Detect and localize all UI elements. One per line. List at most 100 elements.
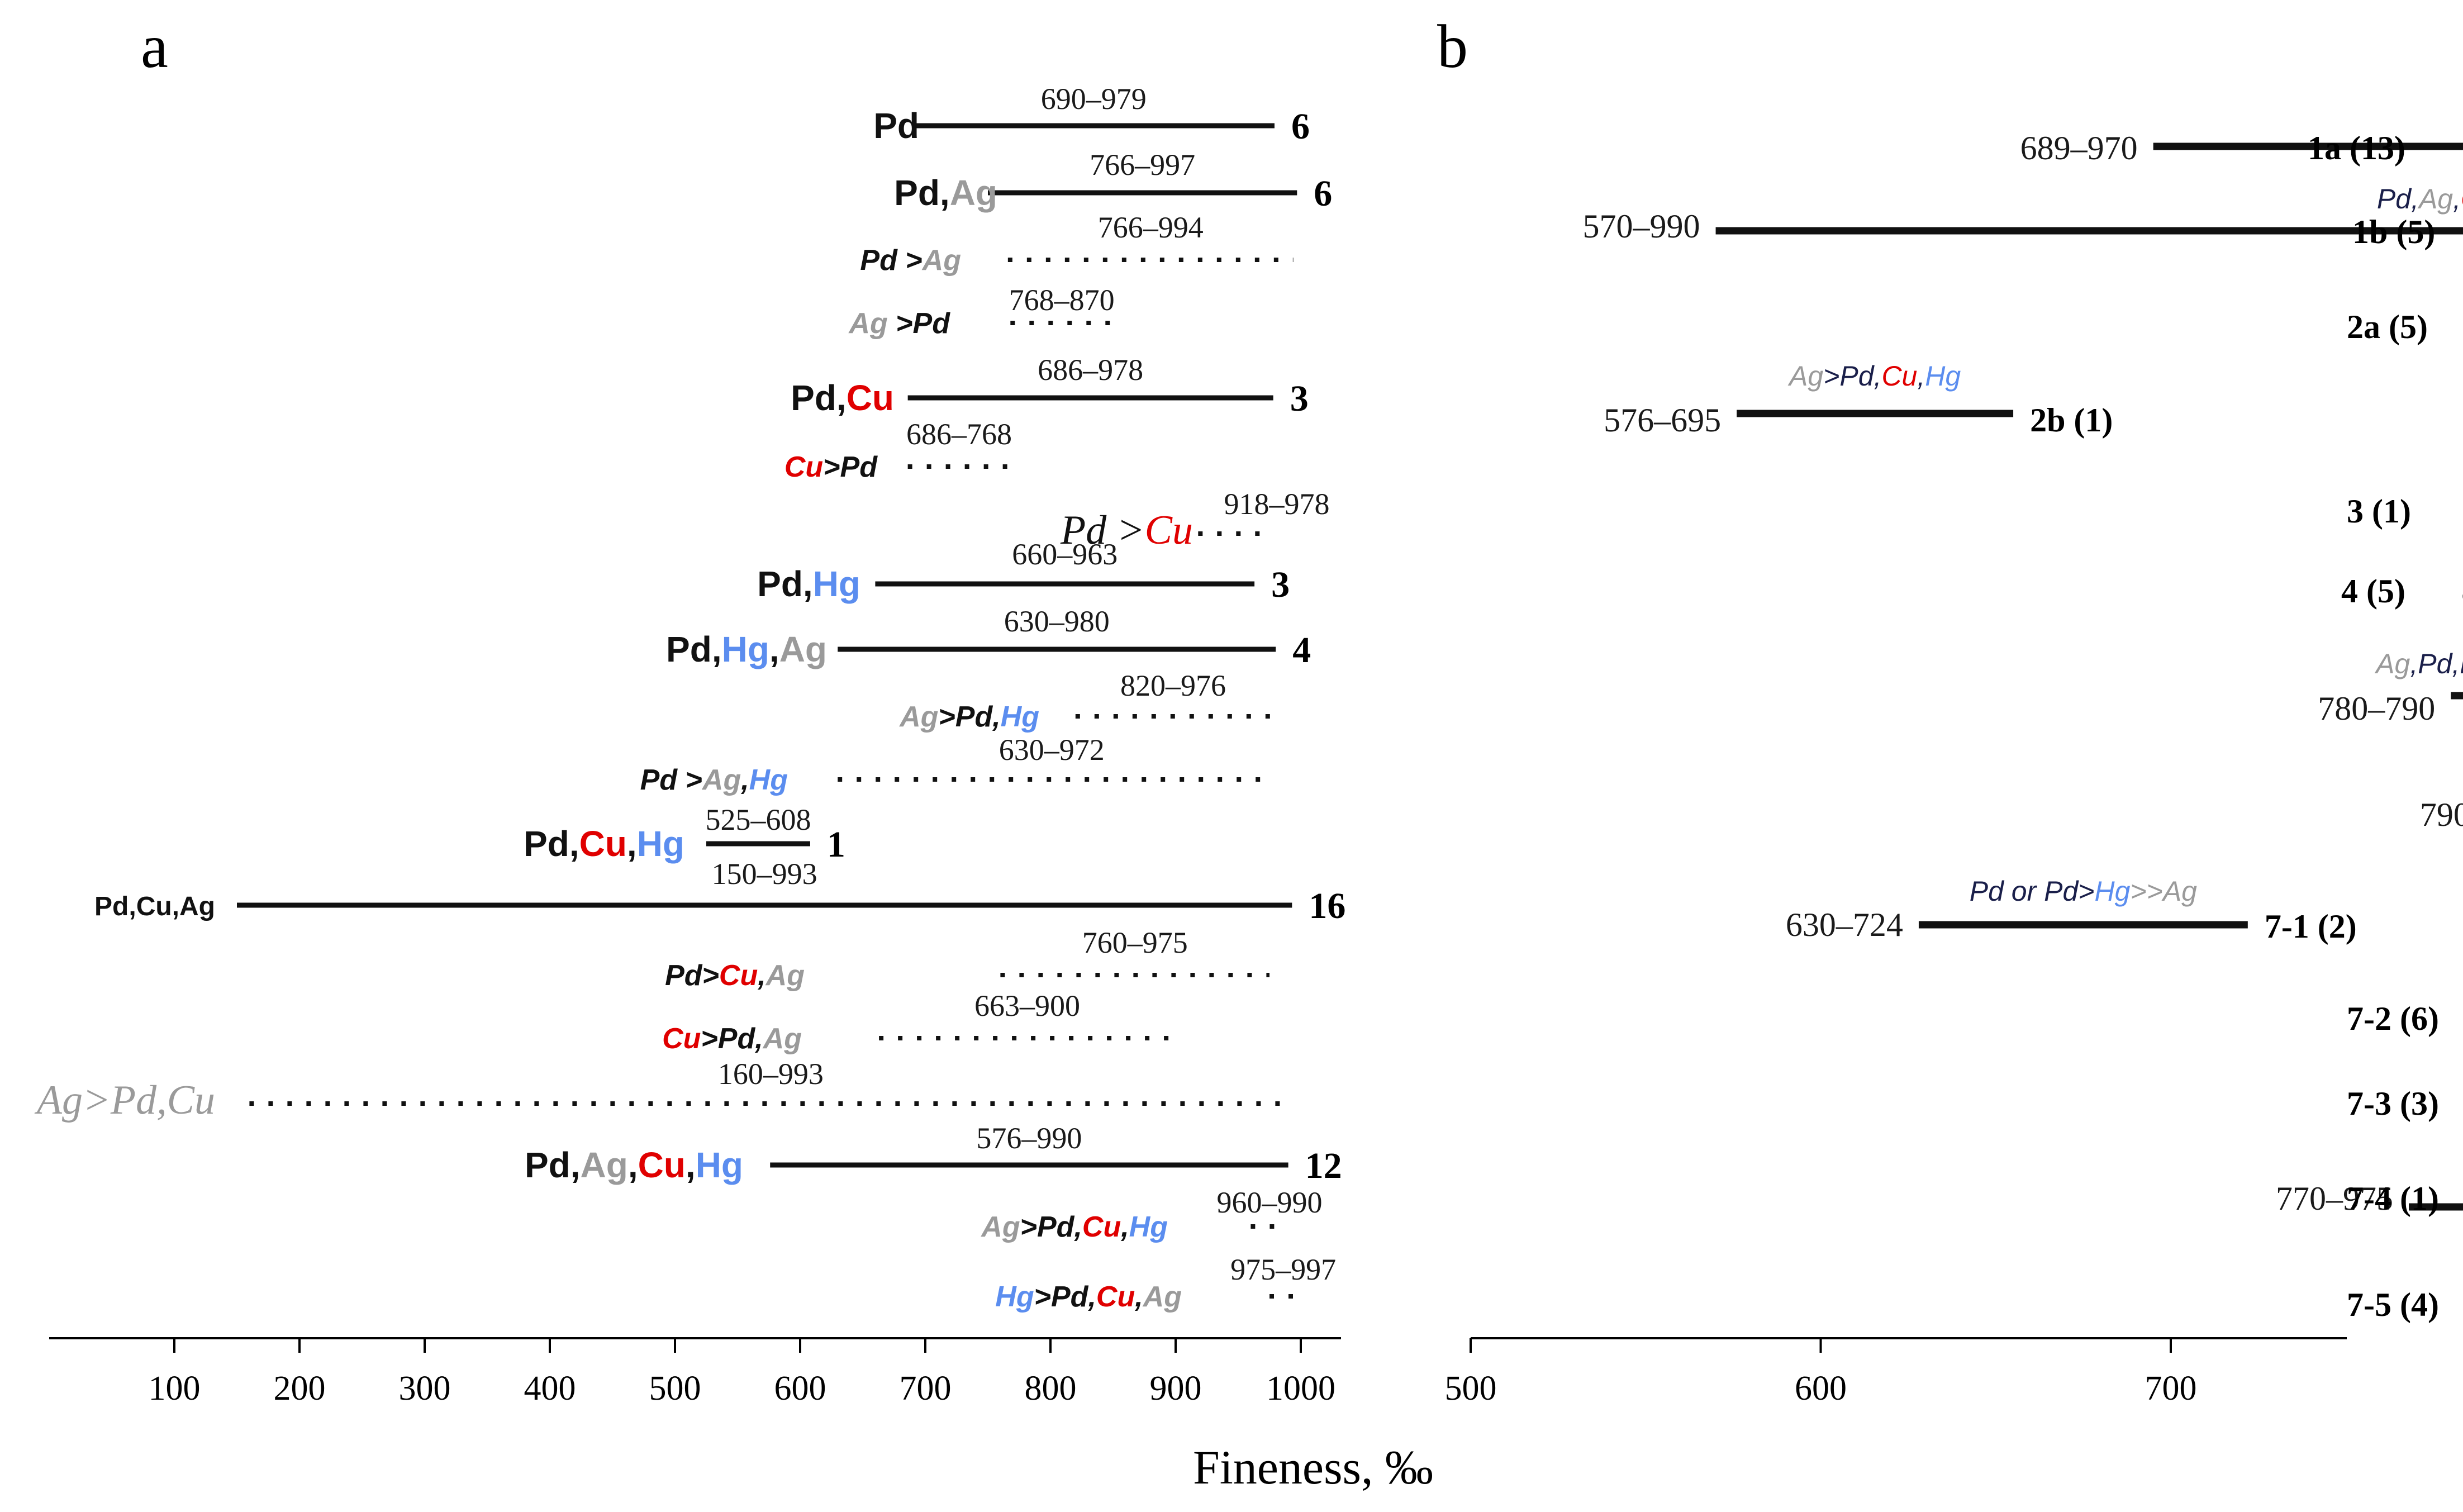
range-label: 821–975 xyxy=(2461,573,2463,610)
x-tick-label: 500 xyxy=(1445,1370,1497,1408)
range-label: 630–980 xyxy=(1004,605,1110,638)
group-id-label: 3 (1) xyxy=(2347,493,2411,530)
label-part: , xyxy=(712,629,722,669)
label-part: , xyxy=(836,378,847,418)
label-part: Ag xyxy=(921,244,961,277)
group-id-label: 1a (13) xyxy=(2308,130,2405,167)
group-id-label: 7-4 (1) xyxy=(2347,1180,2439,1217)
label-part: Cu xyxy=(638,1145,686,1185)
composition-label: Pd >Ag,Hg xyxy=(640,764,788,796)
element-label: Ag,Pd,Pt,Ni,Fe xyxy=(2374,648,2463,679)
composition-label: Ag>Pd,Hg xyxy=(898,701,1039,733)
group-id-label: 2a (5) xyxy=(2347,308,2428,345)
range-label: 768–870 xyxy=(1009,283,1115,317)
composition-label: Pd>Cu,Ag xyxy=(665,959,805,992)
label-part: Pd xyxy=(666,629,712,669)
range-label: 686–978 xyxy=(1038,353,1143,387)
label-part: >Pd xyxy=(888,307,950,340)
label-part: Ag xyxy=(765,959,805,992)
label-part: >Pd, xyxy=(1034,1281,1096,1313)
range-label: 660–963 xyxy=(1012,538,1118,571)
composition-label: Ag>Pd,Cu xyxy=(34,1077,215,1123)
label-part: Ag xyxy=(701,764,741,796)
range-label: 690–979 xyxy=(1041,82,1147,116)
label-part: >Pd, xyxy=(1020,1211,1082,1243)
label-part: Pd,Cu,Ag xyxy=(94,892,215,921)
x-tick-label: 400 xyxy=(524,1370,576,1408)
label-part: , xyxy=(570,1145,581,1185)
composition-label: Cu>Pd xyxy=(784,451,878,483)
label-part: Pd xyxy=(757,564,803,604)
composition-label: Hg>Pd,Cu,Ag xyxy=(995,1281,1182,1313)
range-label: 689–970 xyxy=(2020,130,2138,167)
range-label: 160–993 xyxy=(718,1057,824,1091)
label-part: Ag xyxy=(950,173,997,213)
label-part: >Pd xyxy=(823,451,878,483)
group-id-label: 1b (5) xyxy=(2352,213,2435,250)
label-part: , xyxy=(686,1145,696,1185)
composition-label: Pd xyxy=(873,106,919,146)
range-label: 576–990 xyxy=(976,1121,1082,1155)
label-part: Pd > xyxy=(1060,507,1145,553)
label-part: Hg xyxy=(637,824,684,864)
composition-label: Pd,Cu,Ag xyxy=(94,892,215,921)
label-part: >>Ag xyxy=(2130,876,2197,907)
range-label: 918–978 xyxy=(1224,487,1330,521)
count-label: 16 xyxy=(1309,886,1345,926)
group-id-label: 7-1 (2) xyxy=(2265,908,2357,945)
label-part: , xyxy=(757,959,765,992)
panel-b-letter: b xyxy=(1437,12,1468,80)
range-label: 570–990 xyxy=(1583,208,1700,245)
label-part: Cu xyxy=(579,824,627,864)
label-part: Cu xyxy=(662,1023,701,1055)
count-label: 3 xyxy=(1271,564,1290,605)
label-part: Hg xyxy=(1925,360,1961,392)
label-part: Cu xyxy=(1145,507,1193,553)
label-part: Hg xyxy=(2095,876,2131,907)
group-id-label: 2b (1) xyxy=(2030,402,2113,439)
label-part: , xyxy=(769,629,779,669)
x-tick-label: 100 xyxy=(149,1370,201,1408)
label-part: Cu xyxy=(2461,183,2463,215)
range-label: 525–608 xyxy=(705,803,811,836)
range-label: 760–975 xyxy=(1082,926,1188,959)
x-tick-label: 700 xyxy=(900,1370,952,1408)
label-part: Cu xyxy=(1096,1281,1135,1313)
label-part: >Pd, xyxy=(1823,360,1881,392)
x-tick-label: 500 xyxy=(649,1370,701,1408)
label-part: Hg xyxy=(1129,1211,1168,1243)
x-axis-title: Fineness, ‰ xyxy=(1193,1440,1433,1494)
label-part: , xyxy=(740,764,749,796)
range-label: 820–976 xyxy=(1120,669,1226,702)
count-label: 3 xyxy=(1290,378,1309,419)
element-label: Pd,Ag,Cu,(Pt) xyxy=(2377,183,2463,215)
label-part: , xyxy=(628,1145,638,1185)
label-part: Ag xyxy=(898,701,938,733)
label-part: Ag xyxy=(1787,360,1823,392)
label-part: Cu xyxy=(719,959,758,992)
group-id-label: 7-5 (4) xyxy=(2347,1286,2439,1323)
range-label: 630–724 xyxy=(1786,906,1903,943)
composition-label: Pd,Cu xyxy=(791,378,894,418)
label-part: Pd xyxy=(525,1145,570,1185)
range-label: 576–695 xyxy=(1604,402,1721,439)
label-part: Ag xyxy=(980,1211,1020,1243)
label-part: Cu xyxy=(784,451,823,483)
count-label: 1 xyxy=(827,824,845,865)
label-part: ,Pd,Pt,Ni,Fe xyxy=(2410,648,2463,679)
range-label: 630–972 xyxy=(999,733,1105,767)
label-part: Pd xyxy=(791,378,836,418)
x-tick-label: 700 xyxy=(2145,1370,2197,1408)
label-part: >Pd, xyxy=(938,701,1000,733)
composition-label: Pd,Ag,Cu,Hg xyxy=(525,1145,743,1185)
label-part: Pd xyxy=(524,824,569,864)
composition-label: Cu>Pd,Ag xyxy=(662,1023,802,1055)
range-label: 686–768 xyxy=(906,417,1012,451)
range-label: 150–993 xyxy=(712,857,817,891)
label-part: Ag>Pd,Cu xyxy=(34,1077,215,1123)
count-label: 6 xyxy=(1291,106,1310,147)
label-part: Ag xyxy=(848,307,887,340)
label-part: Ag xyxy=(779,629,827,669)
composition-label: Pd,Ag xyxy=(894,173,997,213)
